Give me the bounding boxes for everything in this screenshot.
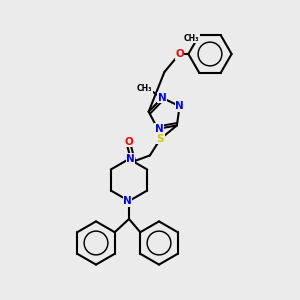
Text: N: N bbox=[123, 196, 132, 206]
Text: N: N bbox=[126, 154, 135, 164]
Text: O: O bbox=[124, 137, 133, 147]
Text: CH₃: CH₃ bbox=[184, 34, 200, 43]
Text: N: N bbox=[175, 101, 184, 111]
Text: N: N bbox=[155, 124, 164, 134]
Text: S: S bbox=[157, 134, 164, 144]
Text: O: O bbox=[175, 49, 184, 59]
Text: N: N bbox=[158, 93, 167, 103]
Text: CH₃: CH₃ bbox=[137, 84, 152, 93]
